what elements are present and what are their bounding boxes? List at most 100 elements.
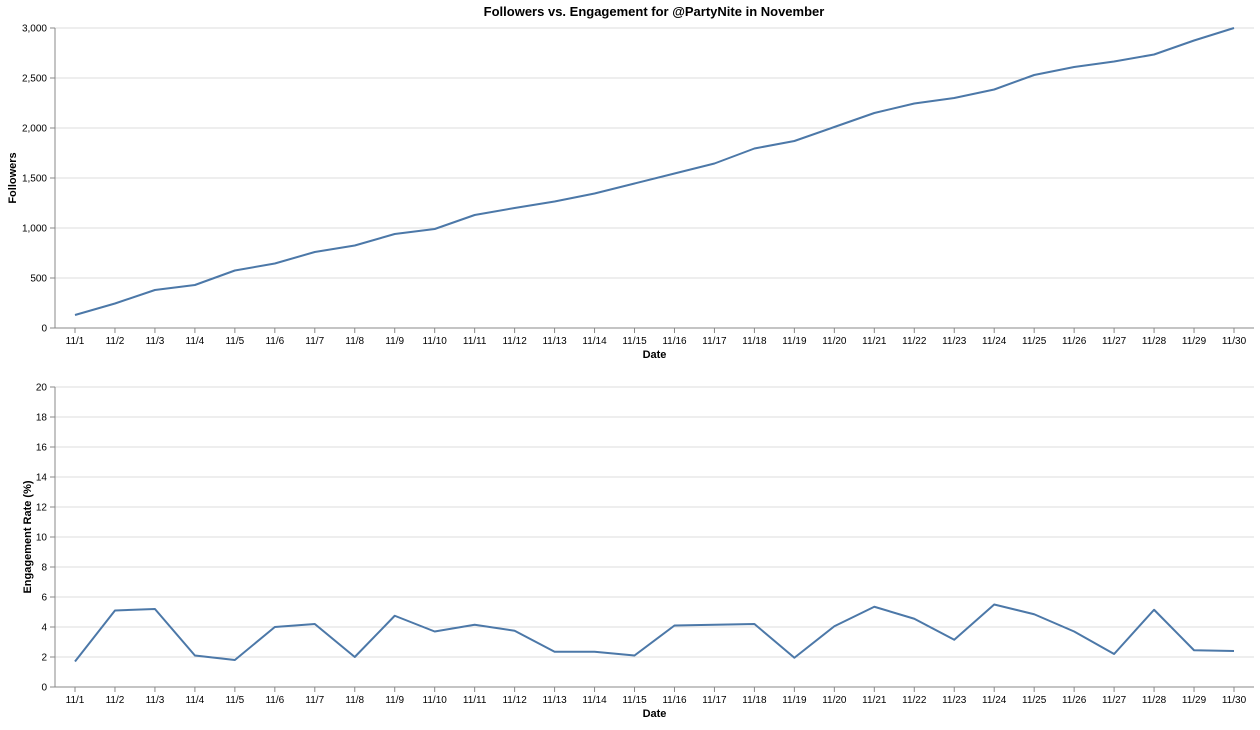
data-point [632, 181, 636, 185]
data-point [752, 622, 756, 626]
y-axis-title: Followers [7, 152, 19, 203]
data-point [992, 87, 996, 91]
y-tick-label: 6 [41, 593, 47, 604]
data-point [1032, 73, 1036, 77]
x-axis-title: Date [643, 708, 667, 720]
data-point [1192, 648, 1196, 652]
y-tick-label: 2,500 [22, 74, 47, 85]
y-tick-label: 0 [41, 683, 47, 694]
x-tick-label: 11/4 [186, 336, 205, 347]
y-tick-label: 4 [41, 623, 47, 634]
data-point [552, 199, 556, 203]
chart-title: Followers vs. Engagement for @PartyNite … [484, 4, 825, 19]
data-point [353, 243, 357, 247]
data-point [153, 288, 157, 292]
data-point [393, 614, 397, 618]
x-tick-label: 11/30 [1222, 695, 1247, 706]
x-tick-label: 11/6 [265, 336, 284, 347]
x-tick-label: 11/14 [582, 336, 607, 347]
x-tick-label: 11/26 [1062, 336, 1087, 347]
data-point [792, 139, 796, 143]
x-tick-label: 11/3 [146, 695, 165, 706]
x-tick-label: 11/22 [902, 336, 927, 347]
x-tick-label: 11/4 [186, 695, 205, 706]
x-tick-label: 11/23 [942, 695, 967, 706]
x-tick-label: 11/2 [106, 336, 125, 347]
data-point [432, 629, 436, 633]
data-point [113, 608, 117, 612]
x-tick-label: 11/7 [305, 336, 324, 347]
x-tick-label: 11/13 [542, 336, 567, 347]
x-tick-label: 11/11 [463, 336, 487, 347]
data-point [512, 629, 516, 633]
x-tick-label: 11/25 [1022, 336, 1047, 347]
data-point [792, 656, 796, 660]
x-tick-label: 11/3 [146, 336, 165, 347]
x-tick-label: 11/25 [1022, 695, 1047, 706]
data-point [952, 638, 956, 642]
data-point [1072, 65, 1076, 69]
x-tick-label: 11/29 [1182, 336, 1207, 347]
data-point [832, 125, 836, 129]
data-point [393, 232, 397, 236]
y-tick-label: 20 [36, 383, 48, 394]
data-point [233, 658, 237, 662]
data-point [193, 283, 197, 287]
y-tick-label: 12 [36, 503, 48, 514]
x-tick-label: 11/18 [742, 695, 767, 706]
y-tick-label: 2,000 [22, 124, 47, 135]
series-line [74, 603, 1235, 663]
x-tick-label: 11/19 [782, 695, 807, 706]
data-point [592, 191, 596, 195]
chart-panel-1: 0 500 1,000 1,500 2,000 2,500 3,000 11/1 11/2 11/… [7, 24, 1254, 361]
x-tick-label: 11/7 [305, 695, 324, 706]
y-tick-label: 8 [41, 563, 47, 574]
x-tick-label: 11/16 [662, 695, 687, 706]
x-tick-label: 11/24 [982, 336, 1007, 347]
x-tick-label: 11/21 [862, 695, 887, 706]
data-point [432, 227, 436, 231]
x-tick-label: 11/9 [385, 336, 404, 347]
x-tick-label: 11/21 [862, 336, 887, 347]
x-tick-label: 11/1 [66, 695, 85, 706]
x-tick-label: 11/11 [463, 695, 487, 706]
x-tick-label: 11/10 [423, 336, 448, 347]
x-tick-label: 11/23 [942, 336, 967, 347]
data-point [193, 653, 197, 657]
y-tick-label: 3,000 [22, 24, 47, 35]
data-point [752, 146, 756, 150]
data-point [672, 623, 676, 627]
x-tick-label: 11/13 [542, 695, 567, 706]
data-point [1112, 652, 1116, 656]
data-point [912, 101, 916, 105]
y-tick-label: 2 [41, 653, 47, 664]
data-point [113, 301, 117, 305]
x-tick-label: 11/15 [622, 695, 647, 706]
data-point [1152, 52, 1156, 56]
x-tick-label: 11/5 [225, 695, 244, 706]
data-point [992, 602, 996, 606]
data-point [872, 605, 876, 609]
y-axis-title: Engagement Rate (%) [22, 480, 34, 593]
data-point [313, 622, 317, 626]
x-tick-label: 11/9 [385, 695, 404, 706]
y-tick-label: 0 [41, 324, 47, 335]
x-tick-label: 11/27 [1102, 336, 1127, 347]
data-point [1232, 26, 1236, 30]
data-point [912, 617, 916, 621]
series-line [74, 27, 1235, 316]
data-point [672, 171, 676, 175]
x-tick-label: 11/14 [582, 695, 607, 706]
data-point [712, 161, 716, 165]
x-tick-label: 11/24 [982, 695, 1007, 706]
x-tick-label: 11/18 [742, 336, 767, 347]
x-tick-label: 11/15 [622, 336, 647, 347]
data-point [273, 625, 277, 629]
data-point [952, 96, 956, 100]
x-tick-label: 11/12 [502, 695, 527, 706]
data-point [1072, 629, 1076, 633]
data-point [313, 250, 317, 254]
x-tick-label: 11/30 [1222, 336, 1247, 347]
data-point [472, 623, 476, 627]
